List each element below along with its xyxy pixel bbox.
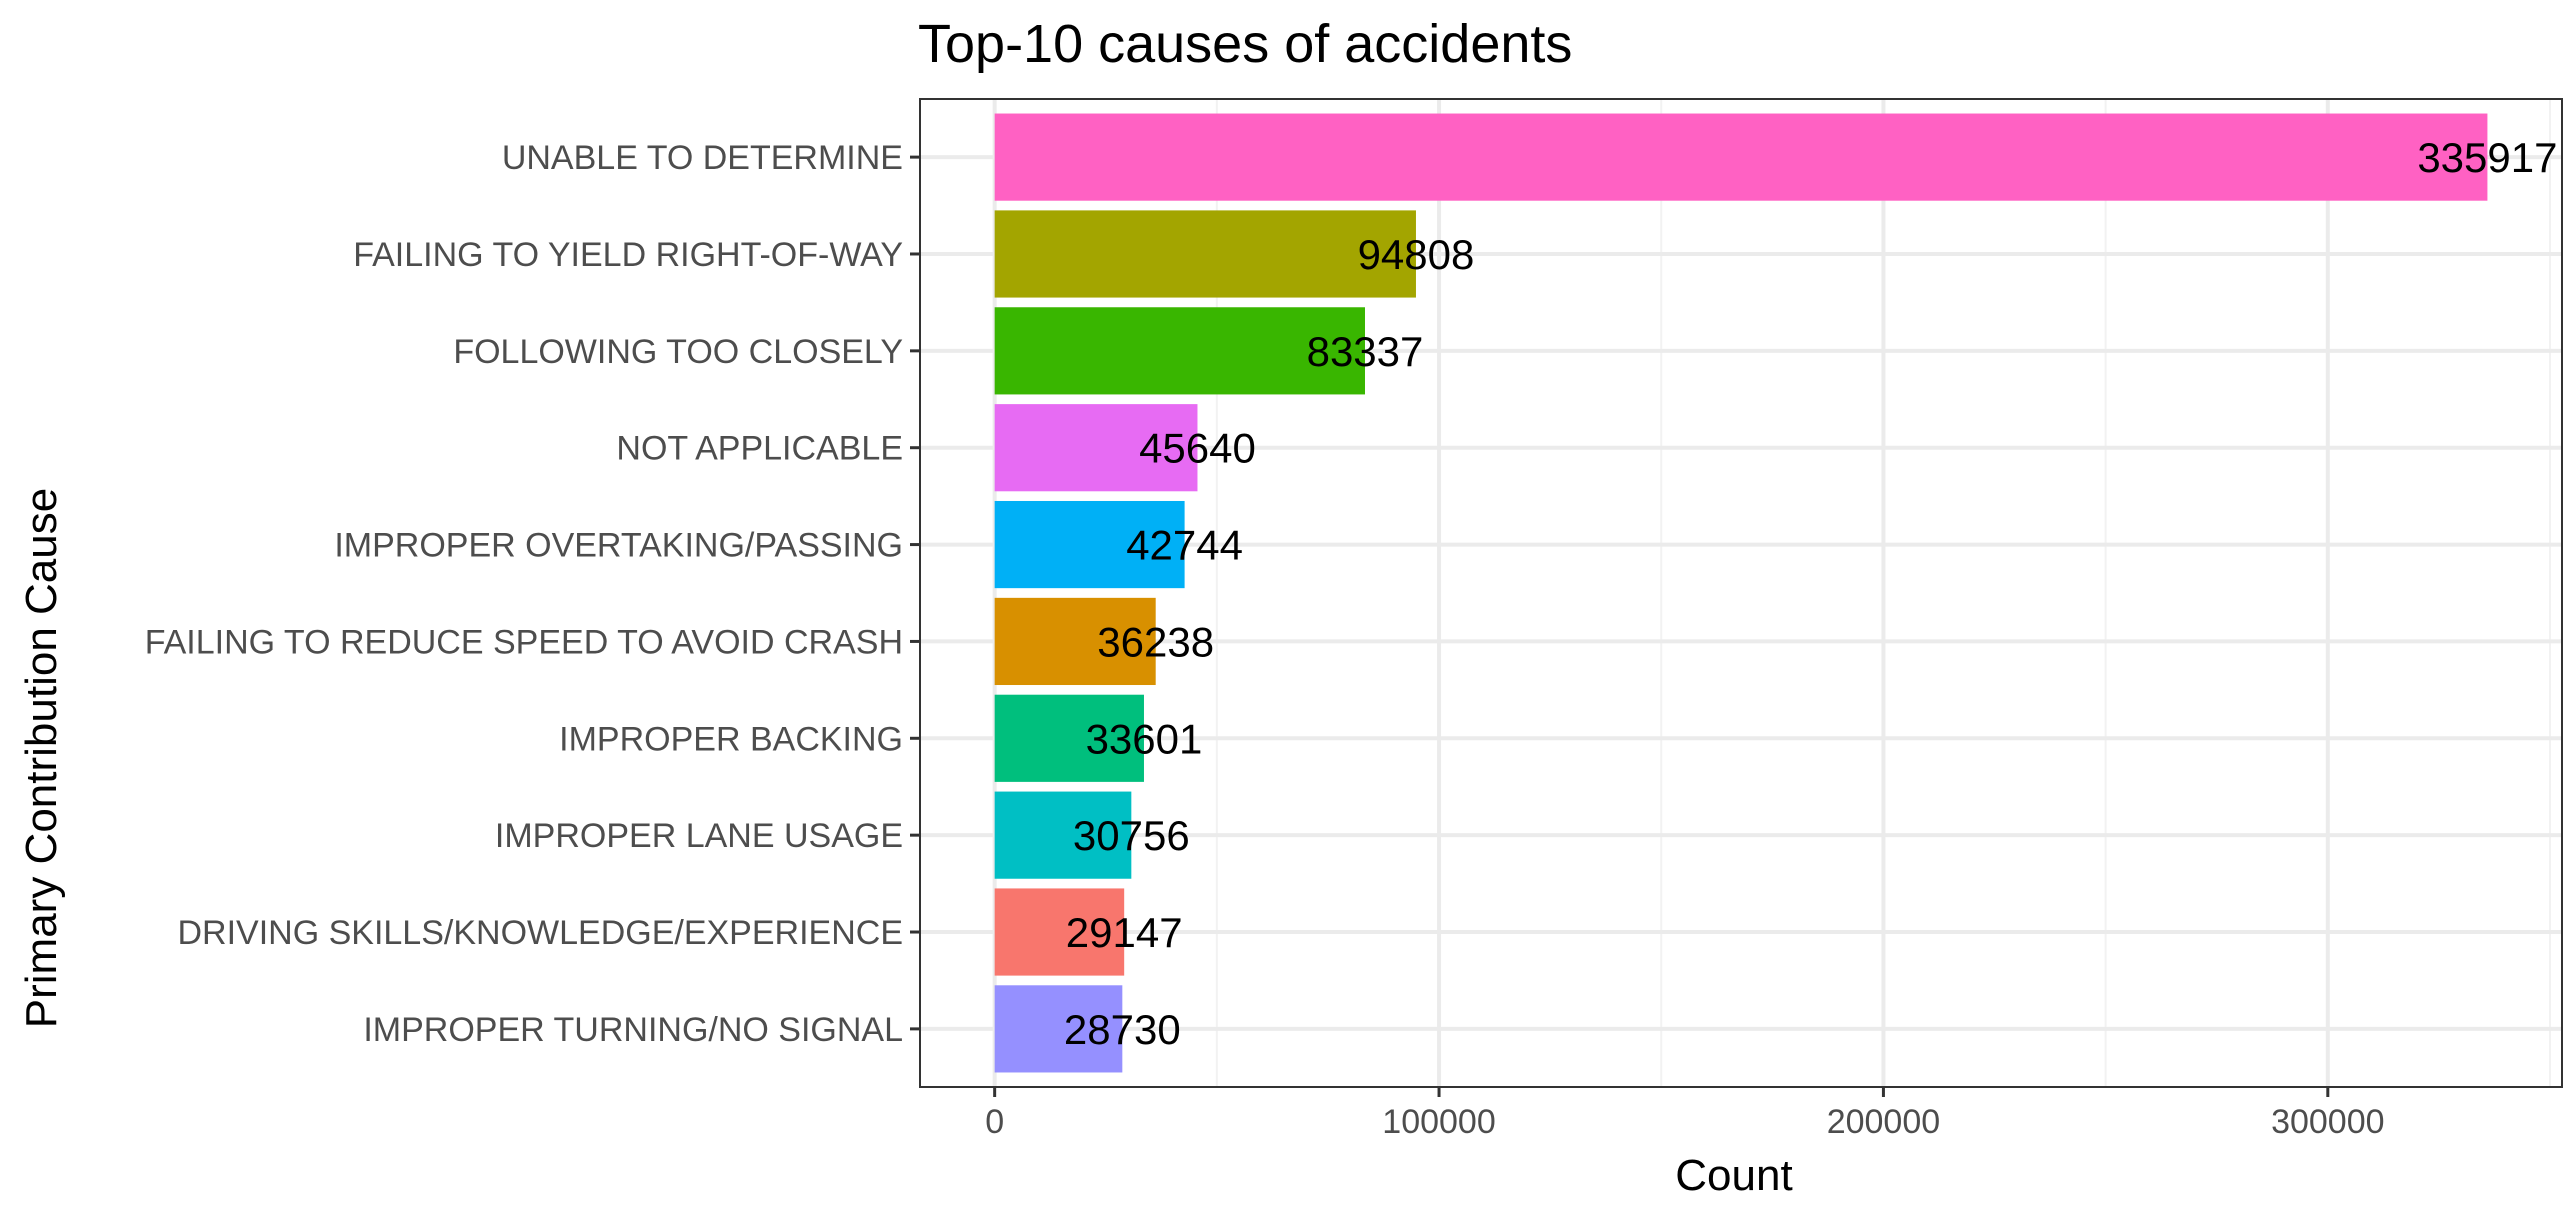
panel-border bbox=[919, 98, 2563, 1088]
bar bbox=[994, 888, 1125, 976]
bar bbox=[994, 694, 1144, 782]
bar-value-label: 28730 bbox=[1064, 1006, 1181, 1053]
bar-value-label: 30756 bbox=[1073, 812, 1190, 859]
x-tick-label: 200000 bbox=[1827, 1103, 1940, 1141]
bar bbox=[994, 500, 1185, 589]
y-tick-label: IMPROPER TURNING/NO SIGNAL bbox=[363, 1011, 903, 1049]
bar bbox=[994, 791, 1132, 879]
y-tick-label: FAILING TO YIELD RIGHT-OF-WAY bbox=[353, 236, 903, 274]
chart-title: Top-10 causes of accidents bbox=[918, 14, 1572, 74]
bar-value-label: 83337 bbox=[1307, 328, 1424, 375]
y-axis: UNABLE TO DETERMINE FAILING TO YIELD RIGH… bbox=[145, 139, 920, 1049]
y-tick-label: FOLLOWING TOO CLOSELY bbox=[453, 333, 903, 371]
bar-value-label: 36238 bbox=[1097, 618, 1214, 665]
y-tick-label: NOT APPLICABLE bbox=[616, 430, 903, 468]
bar bbox=[994, 307, 1365, 395]
x-axis: 0 100000 200000 300000 bbox=[985, 1087, 2385, 1141]
bar-value-label: 335917 bbox=[2417, 134, 2557, 181]
panel-outline bbox=[919, 98, 2563, 1088]
x-axis-title: Count bbox=[1675, 1151, 1792, 1200]
y-tick-label: FAILING TO REDUCE SPEED TO AVOID CRASH bbox=[145, 623, 903, 661]
bar bbox=[994, 404, 1198, 492]
bar-value-label: 45640 bbox=[1139, 425, 1256, 472]
bar-value-label: 29147 bbox=[1066, 909, 1183, 956]
y-tick-label: DRIVING SKILLS/KNOWLEDGE/EXPERIENCE bbox=[177, 914, 903, 952]
bars bbox=[994, 113, 2488, 1073]
y-tick-label: IMPROPER LANE USAGE bbox=[495, 817, 903, 855]
y-tick-label: UNABLE TO DETERMINE bbox=[502, 139, 903, 177]
x-tick-label: 300000 bbox=[2271, 1103, 2384, 1141]
bar-value-label: 42744 bbox=[1126, 522, 1243, 569]
y-tick-label: IMPROPER BACKING bbox=[559, 720, 903, 758]
y-axis-title: Primary Contribution Cause bbox=[17, 488, 66, 1028]
y-tick-label: IMPROPER OVERTAKING/PASSING bbox=[334, 527, 903, 565]
bar bbox=[994, 113, 2488, 201]
x-tick-label: 0 bbox=[985, 1103, 1004, 1141]
bar bbox=[994, 985, 1123, 1073]
bar-labels: 335917 94808 83337 45640 42744 36238 33601 3075… bbox=[1064, 134, 2558, 1053]
bar bbox=[994, 210, 1416, 298]
x-tick-label: 100000 bbox=[1382, 1103, 1495, 1141]
bar-value-label: 33601 bbox=[1086, 715, 1203, 762]
bar-value-label: 94808 bbox=[1358, 231, 1475, 278]
bar bbox=[994, 597, 1156, 686]
